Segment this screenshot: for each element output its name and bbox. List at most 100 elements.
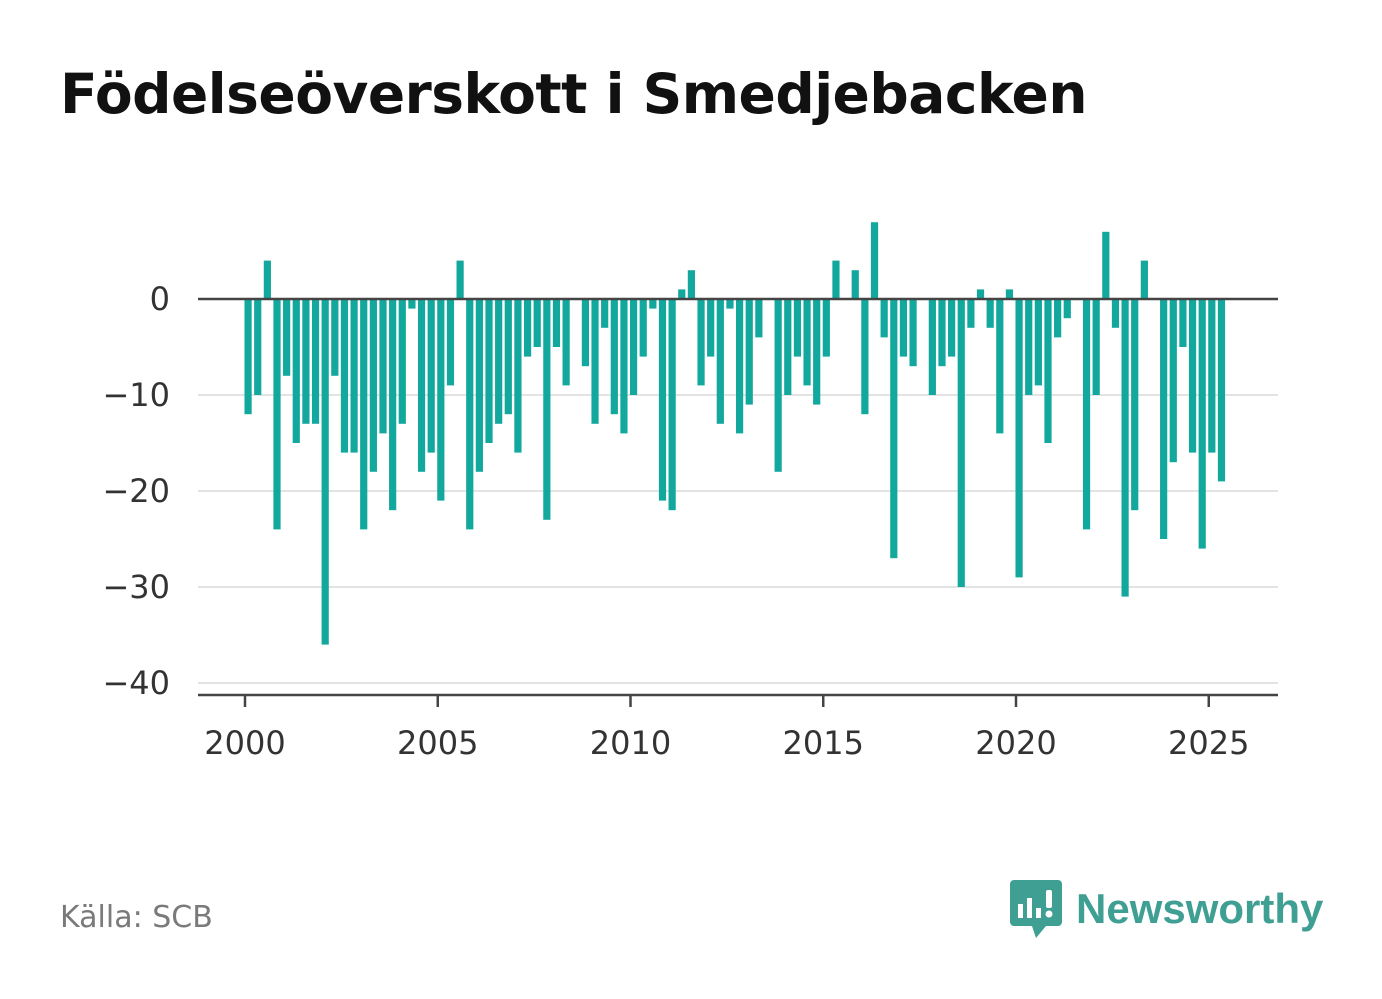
bar bbox=[1121, 299, 1129, 597]
bar bbox=[466, 299, 474, 530]
x-axis-ticks: 2000 2005 2010 2015 2020 2025 bbox=[204, 695, 1249, 762]
bar bbox=[976, 289, 985, 299]
bar bbox=[273, 299, 281, 530]
bar bbox=[813, 299, 821, 405]
bar-chart: 0 −10 −20 −30 −40 2000 2005 2010 2015 2020 2025 bbox=[102, 222, 1278, 762]
bar bbox=[938, 299, 946, 367]
bar bbox=[1179, 299, 1187, 347]
bar bbox=[899, 299, 908, 357]
x-tick-label: 2015 bbox=[783, 724, 864, 762]
x-tick-label: 2025 bbox=[1168, 724, 1249, 762]
bar bbox=[880, 299, 888, 338]
brand-name: Newsworthy bbox=[1076, 885, 1324, 932]
y-tick-label: −40 bbox=[102, 664, 170, 702]
bar bbox=[263, 260, 271, 299]
x-tick-label: 2010 bbox=[590, 724, 671, 762]
bar bbox=[360, 299, 368, 530]
bar bbox=[408, 299, 416, 309]
bar bbox=[350, 299, 358, 453]
bar bbox=[562, 299, 570, 386]
bar bbox=[726, 299, 734, 309]
bar bbox=[948, 299, 956, 357]
bar bbox=[485, 299, 493, 443]
bar bbox=[331, 299, 339, 376]
bar bbox=[552, 299, 561, 347]
bar bbox=[446, 299, 455, 386]
bar bbox=[523, 299, 532, 357]
bar bbox=[601, 299, 609, 328]
bar bbox=[389, 299, 397, 511]
bar bbox=[803, 299, 811, 386]
newsworthy-logo: Newsworthy bbox=[1010, 878, 1323, 940]
bar bbox=[1092, 299, 1100, 395]
bar bbox=[302, 299, 310, 424]
bar bbox=[1208, 299, 1216, 453]
bar bbox=[475, 299, 483, 472]
newsworthy-logo-icon bbox=[1010, 880, 1062, 938]
x-tick-label: 2020 bbox=[975, 724, 1056, 762]
bar bbox=[996, 299, 1004, 434]
chart-title: Födelseöverskott i Smedjebacken bbox=[60, 62, 1088, 126]
y-tick-label: 0 bbox=[150, 280, 170, 318]
bar bbox=[283, 299, 291, 376]
bar bbox=[736, 299, 744, 434]
bar bbox=[533, 299, 541, 347]
bar bbox=[427, 299, 435, 453]
bar bbox=[697, 299, 705, 386]
y-axis-labels: 0 −10 −20 −30 −40 bbox=[102, 280, 170, 702]
bar bbox=[1054, 299, 1062, 338]
bar bbox=[870, 222, 879, 299]
bar bbox=[311, 299, 320, 424]
bar bbox=[639, 299, 647, 357]
bar bbox=[437, 299, 445, 501]
bar bbox=[495, 299, 503, 424]
bar bbox=[851, 270, 859, 299]
bar bbox=[1160, 299, 1168, 539]
bar bbox=[254, 299, 262, 395]
bar bbox=[658, 299, 667, 501]
bar bbox=[610, 299, 618, 415]
bar bbox=[1198, 299, 1206, 549]
bar bbox=[928, 299, 936, 395]
bar bbox=[986, 299, 994, 328]
bar bbox=[687, 270, 696, 299]
bar bbox=[668, 299, 676, 511]
bar bbox=[1188, 299, 1197, 453]
bar bbox=[620, 299, 628, 434]
bar bbox=[456, 260, 464, 299]
bar bbox=[292, 299, 300, 443]
bar bbox=[1063, 299, 1071, 319]
bar bbox=[1217, 299, 1226, 482]
bar bbox=[649, 299, 657, 309]
bar bbox=[629, 299, 638, 395]
bars bbox=[244, 222, 1226, 645]
bar bbox=[1102, 231, 1110, 299]
bar bbox=[244, 299, 252, 415]
y-tick-label: −20 bbox=[102, 472, 170, 510]
bar bbox=[745, 299, 753, 405]
bar bbox=[379, 299, 387, 434]
bar bbox=[861, 299, 869, 415]
bar bbox=[543, 299, 551, 520]
bar bbox=[707, 299, 715, 357]
y-tick-label: −10 bbox=[102, 376, 170, 414]
bar bbox=[890, 299, 898, 559]
bar bbox=[581, 299, 589, 367]
bar bbox=[591, 299, 599, 424]
y-tick-label: −30 bbox=[102, 568, 170, 606]
bar bbox=[417, 299, 426, 472]
bar bbox=[1015, 299, 1023, 578]
gridlines bbox=[198, 394, 1278, 684]
bar bbox=[1005, 289, 1014, 299]
bar bbox=[514, 299, 522, 453]
bar bbox=[822, 299, 830, 357]
bar bbox=[398, 299, 406, 424]
bar bbox=[967, 299, 975, 328]
bar bbox=[1044, 299, 1052, 443]
source-label: Källa: SCB bbox=[60, 900, 213, 935]
bar bbox=[321, 299, 329, 645]
bar bbox=[1131, 299, 1139, 511]
bar bbox=[957, 299, 965, 587]
bar bbox=[1082, 299, 1091, 530]
x-tick-label: 2005 bbox=[397, 724, 478, 762]
